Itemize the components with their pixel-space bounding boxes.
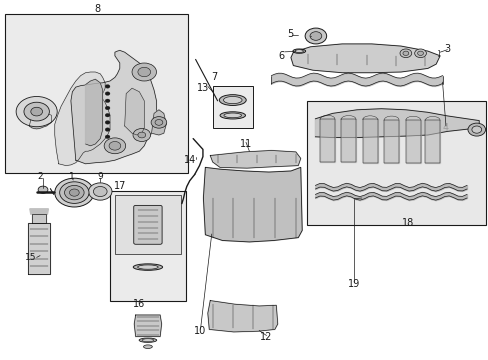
Text: 11: 11	[239, 139, 252, 149]
Polygon shape	[405, 120, 420, 163]
Polygon shape	[320, 119, 334, 162]
Circle shape	[31, 107, 42, 116]
Polygon shape	[55, 72, 110, 166]
Ellipse shape	[138, 265, 158, 269]
Circle shape	[305, 28, 326, 44]
Polygon shape	[32, 214, 46, 223]
Circle shape	[151, 117, 166, 128]
Circle shape	[104, 138, 125, 154]
Ellipse shape	[219, 95, 245, 105]
Polygon shape	[30, 209, 48, 214]
Polygon shape	[341, 119, 355, 162]
Circle shape	[105, 135, 110, 139]
Circle shape	[414, 49, 426, 58]
Circle shape	[133, 129, 150, 141]
Ellipse shape	[223, 96, 242, 104]
Circle shape	[471, 126, 481, 133]
Circle shape	[105, 113, 110, 117]
Circle shape	[55, 178, 94, 207]
Circle shape	[38, 186, 48, 193]
Polygon shape	[384, 120, 398, 163]
Circle shape	[88, 183, 112, 200]
Polygon shape	[71, 50, 156, 164]
Polygon shape	[28, 223, 50, 274]
Circle shape	[16, 96, 57, 127]
Circle shape	[64, 185, 84, 200]
Polygon shape	[207, 301, 277, 332]
Text: 9: 9	[97, 172, 103, 181]
FancyBboxPatch shape	[133, 206, 162, 244]
Ellipse shape	[295, 50, 303, 53]
Ellipse shape	[220, 112, 245, 119]
Ellipse shape	[292, 49, 305, 53]
Text: 15: 15	[25, 253, 37, 262]
Circle shape	[138, 132, 145, 138]
Polygon shape	[124, 88, 144, 135]
Polygon shape	[29, 113, 51, 129]
Circle shape	[309, 32, 321, 40]
Circle shape	[417, 51, 423, 55]
Text: 19: 19	[347, 279, 360, 289]
Polygon shape	[134, 315, 161, 337]
Text: 16: 16	[133, 299, 145, 309]
Bar	[306, 101, 485, 225]
Circle shape	[105, 128, 110, 131]
Bar	[110, 191, 185, 301]
Ellipse shape	[139, 338, 156, 342]
Bar	[115, 195, 181, 255]
Ellipse shape	[224, 113, 241, 118]
Circle shape	[132, 63, 156, 81]
Circle shape	[402, 51, 408, 55]
Polygon shape	[290, 44, 439, 73]
Text: 1: 1	[69, 172, 75, 181]
Circle shape	[105, 92, 110, 95]
Text: 17: 17	[113, 181, 126, 192]
Polygon shape	[203, 167, 302, 242]
Circle shape	[109, 141, 121, 150]
Circle shape	[69, 189, 79, 196]
Text: 4: 4	[442, 123, 448, 133]
Text: 8: 8	[95, 4, 101, 14]
Circle shape	[105, 121, 110, 124]
Polygon shape	[210, 150, 300, 168]
Polygon shape	[315, 109, 478, 138]
Bar	[5, 14, 188, 173]
Circle shape	[60, 182, 89, 203]
Ellipse shape	[143, 345, 152, 348]
Text: 7: 7	[211, 72, 217, 82]
Polygon shape	[85, 79, 102, 146]
Circle shape	[399, 49, 411, 58]
Ellipse shape	[142, 339, 153, 342]
Polygon shape	[362, 120, 377, 163]
Text: 5: 5	[286, 29, 292, 39]
Polygon shape	[425, 120, 439, 163]
Ellipse shape	[133, 264, 162, 270]
Text: 6: 6	[278, 51, 284, 61]
Circle shape	[105, 85, 110, 88]
Circle shape	[105, 99, 110, 103]
Circle shape	[93, 186, 107, 197]
Circle shape	[24, 102, 49, 121]
Text: 3: 3	[444, 44, 449, 54]
Text: 14: 14	[183, 155, 196, 165]
Text: 18: 18	[401, 218, 414, 228]
Text: 12: 12	[260, 332, 272, 342]
Text: 13: 13	[196, 83, 209, 93]
Circle shape	[155, 120, 163, 125]
Circle shape	[138, 67, 150, 77]
Polygon shape	[151, 110, 166, 135]
Bar	[212, 86, 252, 128]
Circle shape	[467, 123, 485, 136]
Circle shape	[105, 106, 110, 110]
Text: 10: 10	[194, 326, 206, 336]
Text: 2: 2	[38, 172, 43, 181]
